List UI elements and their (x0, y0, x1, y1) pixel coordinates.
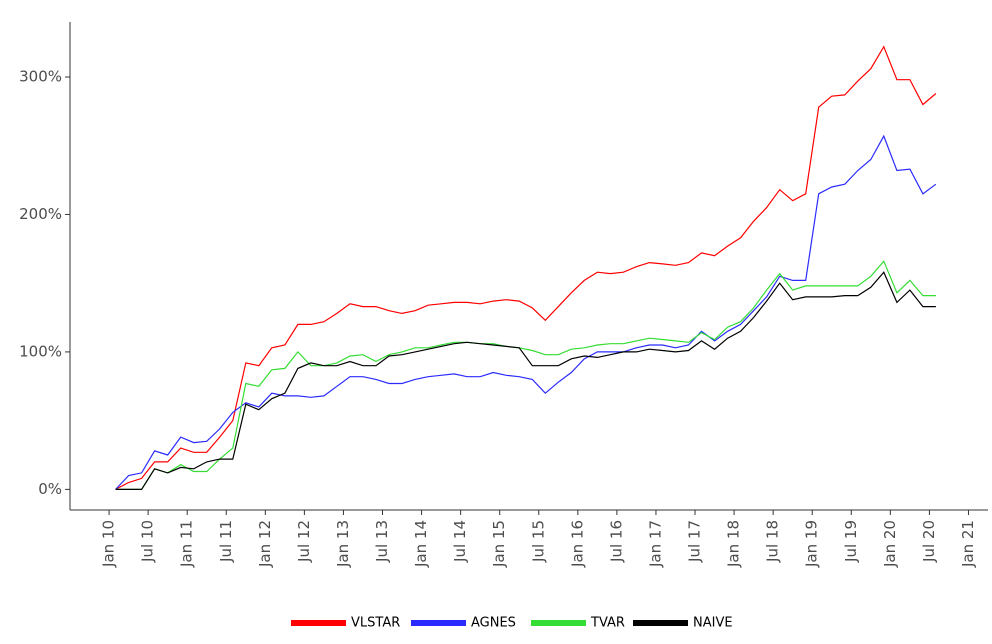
x-tick-label: Jul 20 (920, 520, 938, 563)
legend-label: AGNES (471, 616, 516, 631)
y-tick-label: 100% (19, 342, 62, 360)
x-tick-label: Jul 11 (217, 520, 235, 563)
x-tick-label: Jan 13 (334, 520, 352, 568)
legend-label: TVAR (590, 616, 625, 631)
y-tick-label: 0% (38, 480, 62, 498)
x-tick-label: Jan 14 (412, 520, 430, 568)
x-tick-label: Jan 20 (881, 520, 899, 568)
series-line (115, 260, 936, 490)
series-line (115, 271, 936, 490)
x-tick-label: Jul 14 (451, 520, 469, 563)
x-tick-label: Jan 12 (256, 520, 274, 568)
x-tick-label: Jan 10 (100, 520, 118, 568)
x-tick-label: Jan 19 (803, 520, 821, 568)
x-tick-label: Jul 16 (607, 520, 625, 563)
series-line (115, 45, 937, 490)
x-tick-label: Jul 10 (139, 520, 157, 563)
x-tick-label: Jan 16 (568, 520, 586, 568)
x-tick-label: Jul 12 (295, 520, 313, 563)
legend-label: NAIVE (693, 616, 733, 631)
x-tick-label: Jul 18 (764, 520, 782, 563)
y-tick-label: 200% (19, 205, 62, 223)
legend-label: VLSTAR (351, 616, 400, 631)
x-tick-label: Jul 15 (529, 520, 547, 563)
series-line (115, 134, 937, 490)
x-tick-label: Jul 13 (373, 520, 391, 563)
x-tick-label: Jan 15 (490, 520, 508, 568)
y-tick-label: 300% (19, 67, 62, 85)
x-tick-label: Jan 11 (178, 520, 196, 568)
x-tick-label: Jul 17 (686, 520, 704, 563)
x-tick-label: Jan 18 (725, 520, 743, 568)
x-tick-label: Jan 21 (959, 520, 977, 568)
x-tick-label: Jan 17 (646, 520, 664, 568)
x-tick-label: Jul 19 (842, 520, 860, 563)
